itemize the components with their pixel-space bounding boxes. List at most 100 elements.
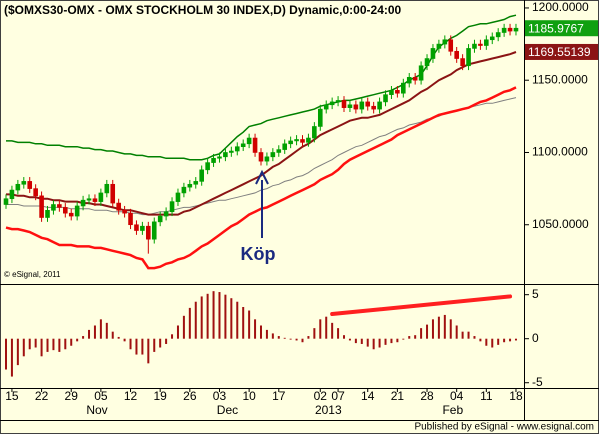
- histogram-bar: [135, 338, 138, 355]
- candle-body: [418, 65, 424, 81]
- candle-body: [359, 101, 365, 110]
- candle-body: [389, 90, 394, 95]
- x-tick-label: 03: [213, 389, 227, 403]
- candle-body: [454, 51, 459, 59]
- candle-body: [472, 43, 477, 49]
- x-tick-label: 18: [509, 389, 523, 403]
- histogram-bar: [165, 338, 168, 344]
- candle-body: [45, 209, 50, 218]
- candle-body: [383, 94, 388, 103]
- x-tick-label: 05: [94, 389, 108, 403]
- candle-body: [294, 139, 299, 142]
- histogram-bar: [224, 294, 227, 339]
- candle-body: [282, 143, 288, 150]
- histogram-bar: [242, 307, 245, 339]
- histogram-bar: [455, 325, 458, 339]
- candle-body: [122, 209, 127, 214]
- histogram-bar: [70, 338, 73, 346]
- histogram-bar: [343, 335, 346, 339]
- histogram-bar: [58, 338, 61, 352]
- x-group-label: 2013: [315, 403, 342, 417]
- watermark: © eSignal, 2011: [4, 270, 61, 279]
- histogram-bar: [76, 338, 79, 342]
- x-tick-label: 26: [183, 389, 197, 403]
- candle-body: [300, 139, 305, 143]
- x-tick-label: 12: [124, 389, 138, 403]
- histogram-bar: [265, 329, 268, 339]
- candle-body: [341, 100, 347, 108]
- histogram-bar: [188, 307, 191, 339]
- histogram-bar: [16, 338, 19, 366]
- candle-body: [448, 39, 454, 52]
- histogram-bar: [514, 338, 517, 341]
- histogram-bar: [111, 331, 114, 339]
- candle-body: [51, 204, 56, 211]
- histogram-bar: [491, 338, 494, 348]
- candle-body: [217, 156, 222, 159]
- x-tick-label: 14: [361, 389, 375, 403]
- x-tick-label: 02: [314, 389, 328, 403]
- candle-body: [246, 137, 252, 145]
- histogram-bar: [40, 338, 43, 357]
- histogram-bar: [295, 338, 298, 341]
- histogram-bar: [141, 338, 144, 355]
- candle-body: [252, 137, 258, 153]
- candle-body: [116, 202, 121, 211]
- x-group-label: Nov: [86, 403, 107, 417]
- histogram-bar: [396, 338, 399, 343]
- candle-body: [98, 192, 104, 202]
- candle-body: [223, 152, 228, 158]
- candle-body: [371, 105, 376, 110]
- indicator-line: [6, 14, 517, 161]
- candle-body: [430, 48, 436, 59]
- x-tick-label: 17: [272, 389, 286, 403]
- candle-body: [489, 36, 495, 41]
- histogram-bar: [200, 296, 203, 339]
- histogram-bar: [171, 334, 174, 339]
- histogram-bar: [337, 328, 340, 339]
- candle-body: [15, 183, 21, 191]
- candle-body: [501, 27, 507, 33]
- candle-body: [353, 104, 359, 110]
- candle-body: [9, 189, 15, 200]
- candle-body: [401, 82, 406, 94]
- y-tick-label: 5: [532, 287, 539, 301]
- histogram-bar: [366, 338, 369, 347]
- candle-body: [27, 181, 33, 189]
- histogram-bar: [325, 316, 328, 339]
- histogram-bar: [117, 336, 120, 339]
- histogram-bar: [5, 338, 7, 370]
- histogram-bar: [93, 325, 96, 339]
- histogram-bar: [99, 319, 102, 339]
- candle-body: [86, 198, 92, 201]
- histogram-bar: [313, 328, 316, 339]
- candle-body: [146, 225, 151, 240]
- histogram-bar: [34, 338, 37, 348]
- candle-body: [151, 221, 157, 240]
- histogram-bar: [443, 314, 446, 339]
- candle-body: [335, 100, 341, 103]
- histogram-bar: [123, 338, 126, 342]
- candle-body: [460, 58, 465, 67]
- histogram-bar: [230, 298, 233, 339]
- y-tick-label: 1050.0000: [532, 217, 589, 231]
- x-tick-label: 19: [154, 389, 168, 403]
- histogram-bar: [10, 338, 13, 377]
- histogram-bar: [426, 324, 429, 339]
- candle-body: [323, 104, 329, 110]
- candle-body: [134, 224, 139, 231]
- value-box-label: 1169.55139: [528, 45, 591, 59]
- histogram-bar: [259, 325, 262, 339]
- candle-body: [68, 212, 74, 217]
- histogram-bar: [301, 338, 304, 343]
- candle-body: [199, 169, 204, 182]
- x-tick-label: 11: [480, 389, 493, 403]
- histogram-bar: [360, 338, 363, 344]
- histogram-bar: [307, 336, 310, 339]
- histogram-bar: [64, 338, 67, 350]
- chart-title: ($OMXS30-OMX - OMX STOCKHOLM 30 INDEX,D)…: [4, 3, 402, 17]
- histogram-bar: [479, 338, 482, 342]
- candle-body: [39, 195, 44, 218]
